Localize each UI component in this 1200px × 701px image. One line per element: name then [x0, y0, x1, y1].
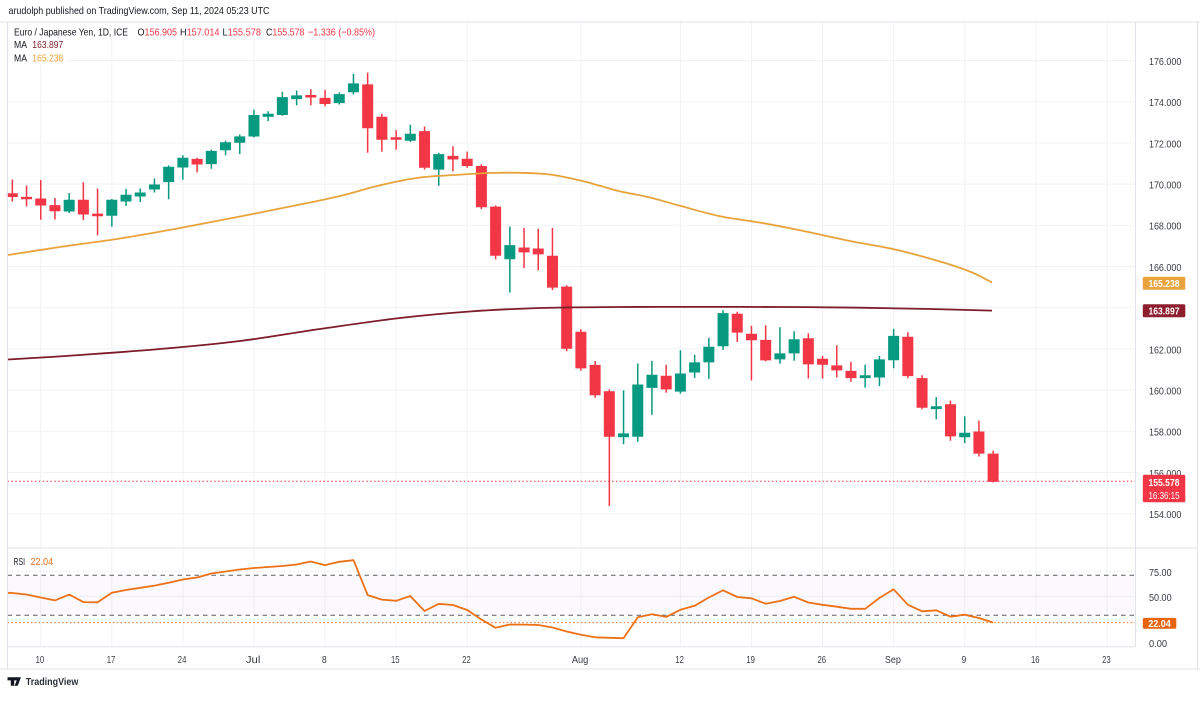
- svg-text:163.897: 163.897: [32, 39, 63, 51]
- svg-text:H157.014: H157.014: [180, 26, 220, 38]
- svg-text:174.000: 174.000: [1149, 97, 1181, 109]
- svg-text:154.000: 154.000: [1149, 509, 1181, 521]
- svg-text:172.000: 172.000: [1149, 138, 1181, 150]
- svg-text:22.04: 22.04: [1148, 618, 1171, 630]
- svg-text:10: 10: [36, 654, 45, 666]
- svg-text:26: 26: [817, 654, 826, 666]
- svg-text:23: 23: [1102, 654, 1111, 666]
- svg-text:arudolph published on TradingV: arudolph published on TradingView.com, S…: [9, 5, 270, 17]
- svg-text:166.000: 166.000: [1149, 262, 1181, 274]
- svg-text:158.000: 158.000: [1149, 427, 1181, 439]
- svg-text:O156.905: O156.905: [138, 26, 178, 38]
- svg-text:−1.336 (−0.85%): −1.336 (−0.85%): [308, 26, 375, 38]
- svg-text:170.000: 170.000: [1149, 180, 1181, 192]
- svg-text:155.578: 155.578: [1149, 477, 1180, 489]
- svg-text:Euro / Japanese Yen, 1D, ICE: Euro / Japanese Yen, 1D, ICE: [14, 26, 128, 38]
- svg-text:Sep: Sep: [885, 654, 901, 666]
- svg-text:22: 22: [462, 654, 471, 666]
- svg-text:16: 16: [1031, 654, 1040, 666]
- svg-text:19: 19: [746, 654, 755, 666]
- svg-text:9: 9: [962, 654, 967, 666]
- svg-text:162.000: 162.000: [1149, 344, 1181, 356]
- svg-text:50.00: 50.00: [1149, 592, 1172, 604]
- svg-text:MA: MA: [14, 52, 27, 64]
- svg-text:163.897: 163.897: [1149, 305, 1180, 317]
- svg-text:176.000: 176.000: [1149, 56, 1181, 68]
- svg-text:8: 8: [322, 654, 327, 666]
- svg-text:TradingView: TradingView: [26, 676, 79, 688]
- svg-text:165.238: 165.238: [1149, 278, 1180, 290]
- svg-text:RSI: RSI: [14, 556, 26, 568]
- svg-text:C155.578: C155.578: [266, 26, 305, 38]
- svg-text:MA: MA: [14, 39, 27, 51]
- svg-text:L155.578: L155.578: [223, 26, 262, 38]
- svg-text:15: 15: [391, 654, 400, 666]
- svg-text:Aug: Aug: [572, 654, 589, 666]
- svg-text:160.000: 160.000: [1149, 386, 1181, 398]
- svg-text:16:36:15: 16:36:15: [1149, 490, 1180, 502]
- svg-text:22.04: 22.04: [31, 556, 54, 568]
- svg-text:24: 24: [178, 654, 187, 666]
- svg-text:168.000: 168.000: [1149, 221, 1181, 233]
- svg-text:Jul: Jul: [246, 654, 261, 666]
- svg-text:12: 12: [675, 654, 684, 666]
- svg-text:0.00: 0.00: [1149, 638, 1167, 650]
- svg-text:165.238: 165.238: [32, 52, 63, 64]
- svg-text:17: 17: [107, 654, 116, 666]
- svg-text:75.00: 75.00: [1149, 567, 1172, 579]
